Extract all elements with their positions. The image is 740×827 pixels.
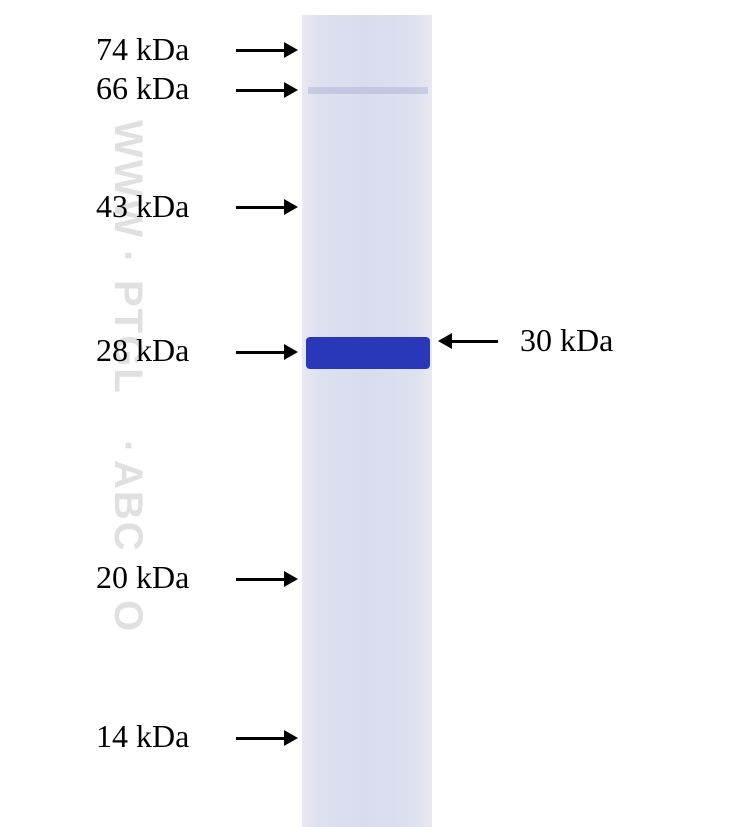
mw-marker-label: 43 kDa bbox=[96, 188, 189, 225]
mw-marker-label: 74 kDa bbox=[96, 31, 189, 68]
mw-marker-arrow bbox=[236, 344, 298, 360]
mw-marker-label: 66 kDa bbox=[96, 70, 189, 107]
mw-marker-label: 28 kDa bbox=[96, 332, 189, 369]
mw-marker-label: 20 kDa bbox=[96, 559, 189, 596]
mw-marker-arrow bbox=[236, 571, 298, 587]
mw-marker-arrow bbox=[236, 82, 298, 98]
target-band-label: 30 kDa bbox=[520, 322, 613, 359]
mw-marker-arrow bbox=[236, 42, 298, 58]
gel-lane bbox=[302, 0, 432, 827]
target-band-arrow bbox=[438, 333, 498, 349]
mw-marker-label: 14 kDa bbox=[96, 718, 189, 755]
main-protein-band bbox=[306, 337, 430, 369]
mw-marker-arrow bbox=[236, 730, 298, 746]
gel-header bbox=[302, 0, 432, 15]
mw-marker-arrow bbox=[236, 199, 298, 215]
faint-protein-band bbox=[308, 87, 428, 94]
